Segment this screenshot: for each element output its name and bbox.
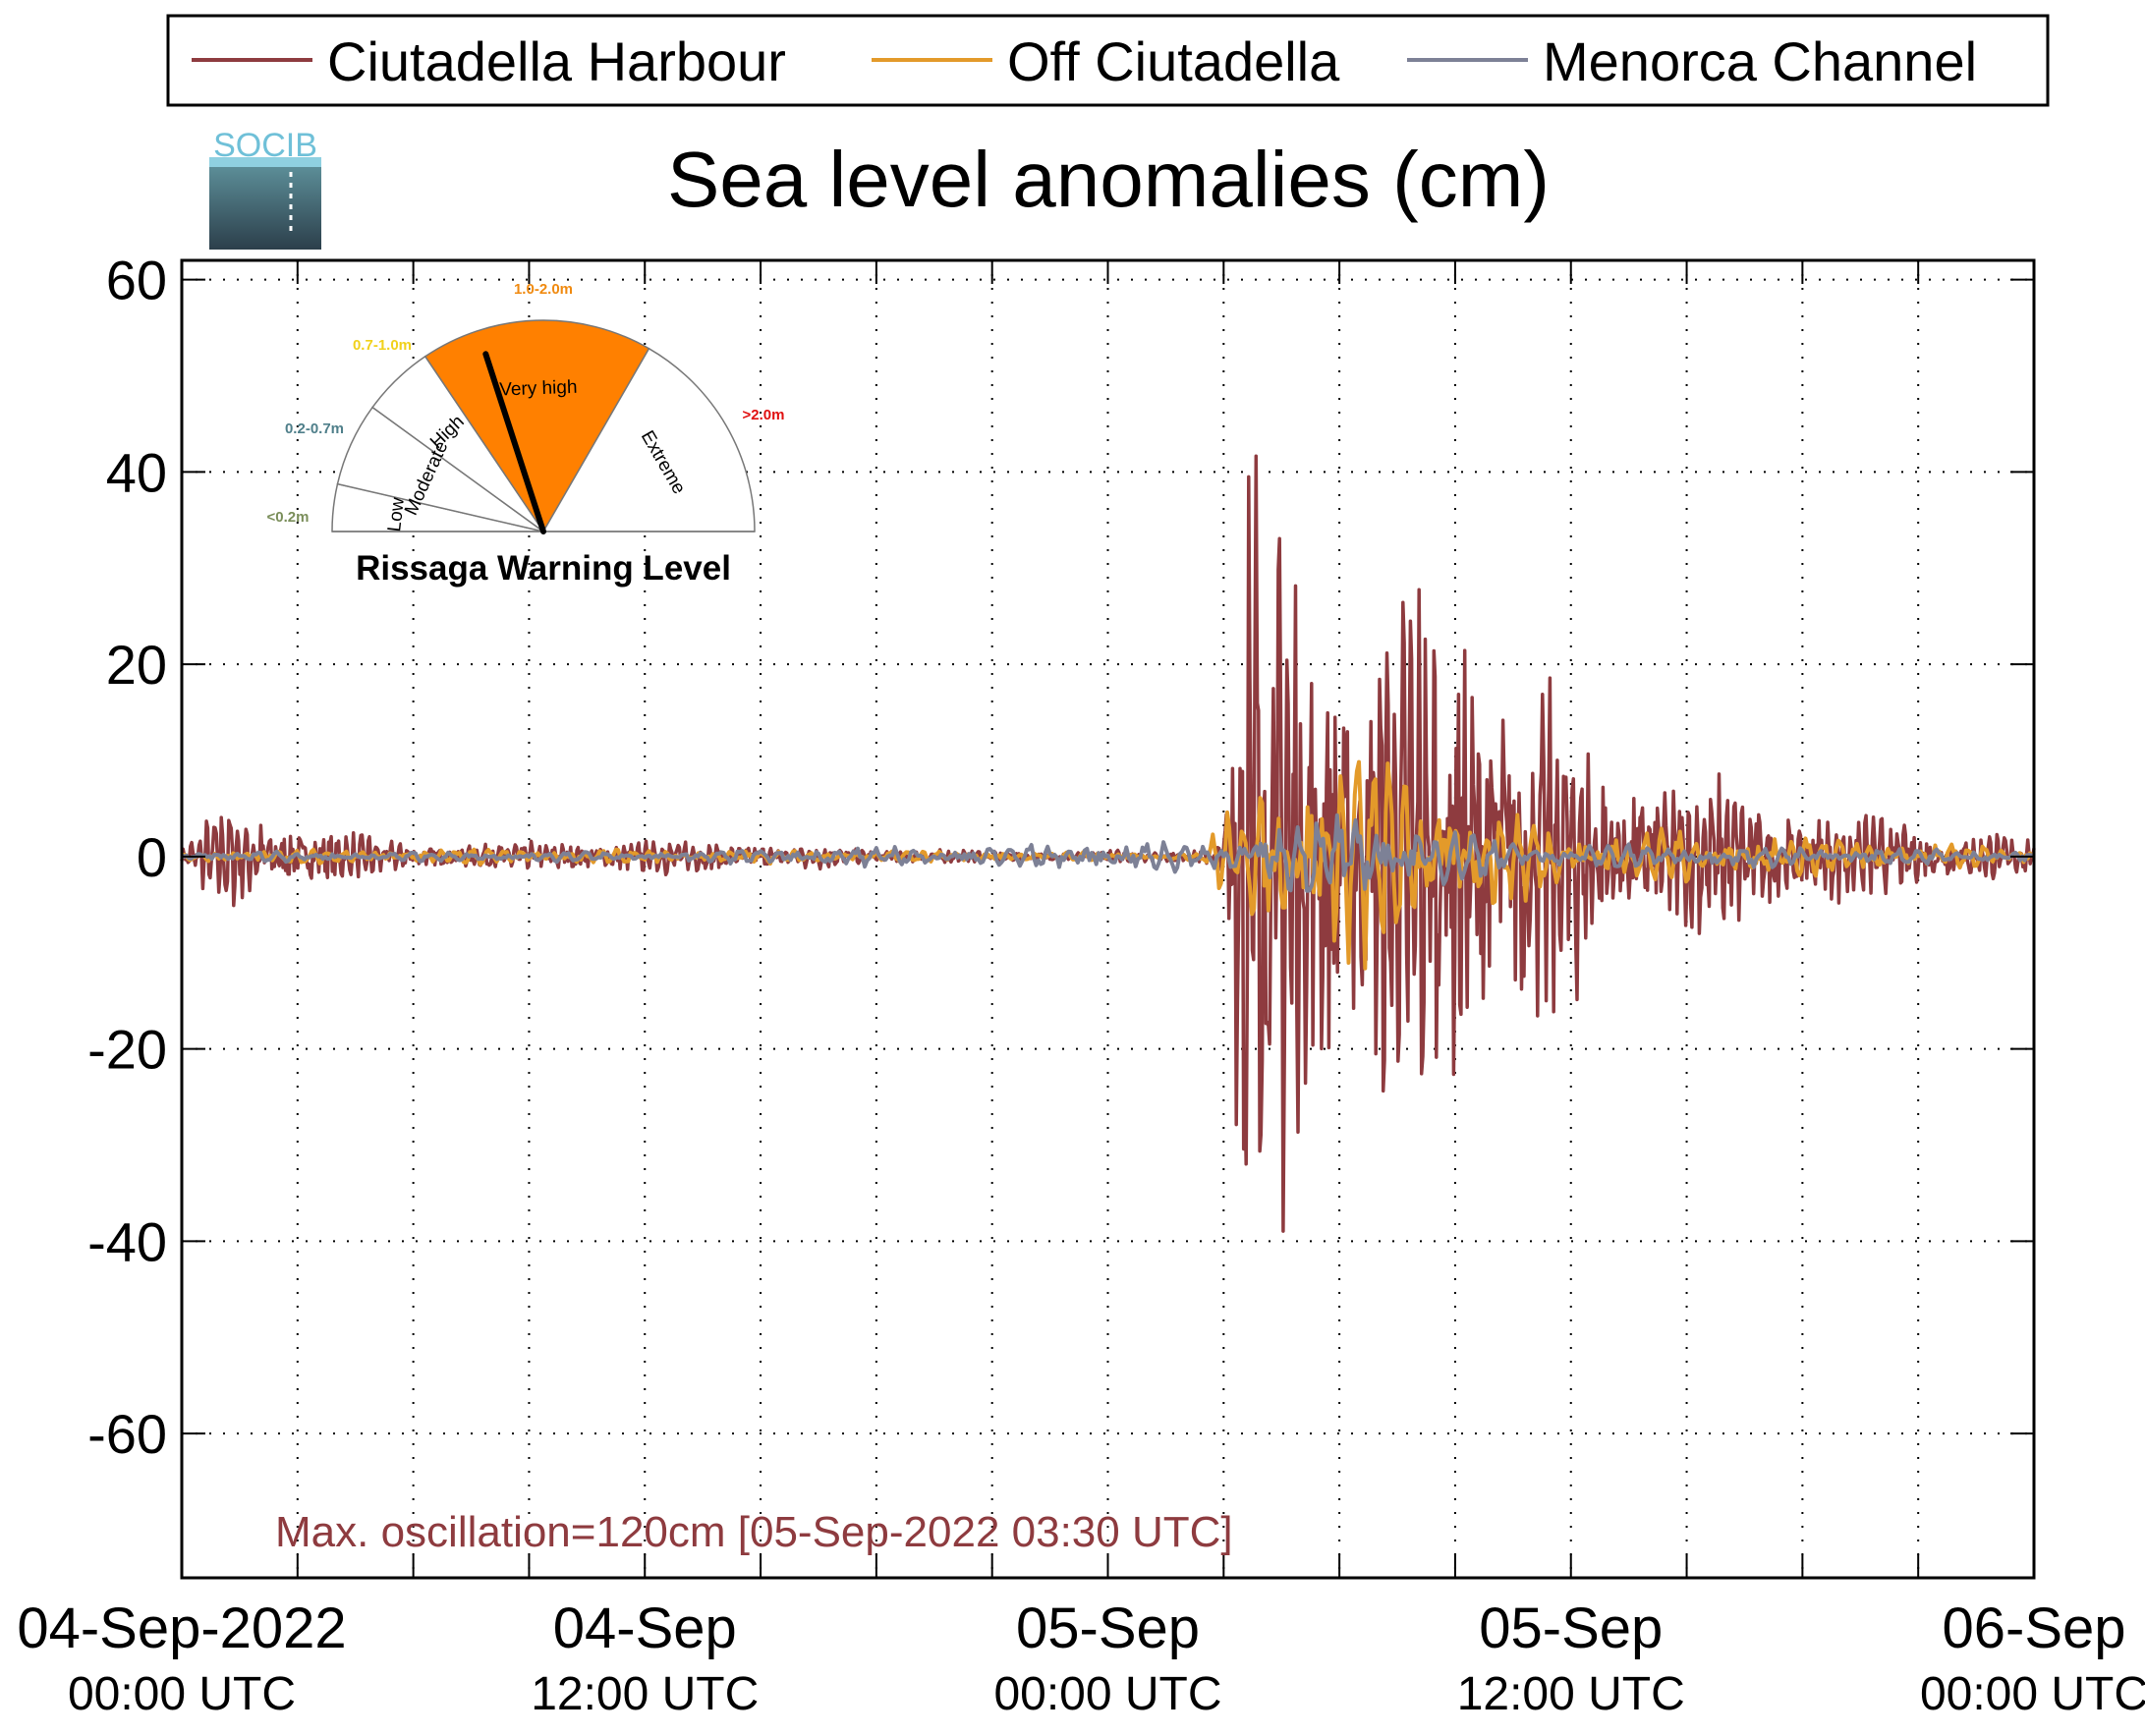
socib-logo: SOCIB [209,127,321,250]
x-tick-label-time: 00:00 UTC [993,1668,1221,1720]
series-line-menorca-channel [180,812,2035,893]
socib-logo-text: SOCIB [213,127,317,164]
legend: Ciutadella Harbour Off Ciutadella Menorc… [166,14,2050,107]
x-tick-label-time: 12:00 UTC [531,1668,759,1720]
x-tick-label-time: 00:00 UTC [68,1668,296,1720]
legend-label-menorca-channel: Menorca Channel [1543,30,1977,92]
gauge-range-label: >2.0m [743,407,785,423]
y-tick-label: 40 [106,441,167,503]
legend-label-ciutadella-harbour: Ciutadella Harbour [327,30,786,92]
x-tick-label-date: 04-Sep-2022 [17,1596,346,1660]
x-axis-labels: 04-Sep-2022 00:00 UTC 04-Sep 12:00 UTC 05-Se… [17,1596,2145,1720]
legend-label-off-ciutadella: Off Ciutadella [1007,30,1340,92]
y-axis-labels: 60 40 20 0 -20 -40 -60 [87,250,167,1466]
chart-title: Sea level anomalies (cm) [667,136,1550,223]
gauge-needle [482,351,546,534]
max-oscillation-annotation: Max. oscillation=120cm [05-Sep-2022 03:3… [275,1508,1233,1556]
gauge-sector-very-high [423,319,650,533]
series-lines [180,454,2036,1233]
y-tick-label: -20 [87,1019,167,1081]
gauge-sector-extreme [541,347,756,532]
y-tick-label: 60 [106,250,167,311]
x-tick-label-date: 05-Sep [1479,1596,1663,1660]
gauge-level-label: Very high [499,377,578,401]
y-tick-label: 0 [137,826,167,888]
gauge-range-label: 0.7-1.0m [353,337,412,354]
y-tick-label: 20 [106,634,167,696]
gauge-range-label: 1.0-2.0m [514,281,573,298]
y-tick-label: -40 [87,1210,167,1272]
x-tick-label-date: 05-Sep [1016,1596,1200,1660]
y-tick-label: -60 [87,1403,167,1465]
gauge-range-label: <0.2m [267,509,310,526]
axis-ticks [182,260,2034,1578]
gauge-range-label: 0.2-0.7m [285,420,344,437]
x-tick-label-date: 04-Sep [553,1596,737,1660]
x-tick-label-time: 00:00 UTC [1920,1668,2145,1720]
gauge-title: Rissaga Warning Level [356,549,731,588]
x-tick-label-date: 06-Sep [1942,1596,2125,1660]
gauge-level-label: Low [384,496,409,532]
x-tick-label-time: 12:00 UTC [1457,1668,1685,1720]
